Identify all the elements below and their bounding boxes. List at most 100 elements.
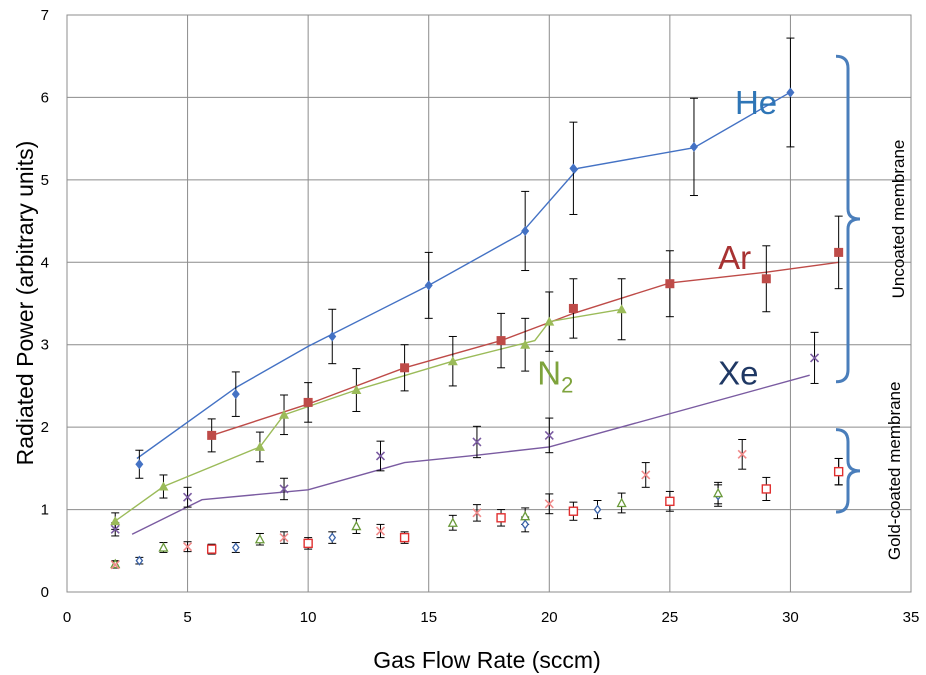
bracket-label-uncoated: Uncoated membrane — [889, 140, 908, 299]
data-point-he-gold-coated — [521, 519, 529, 530]
data-point-xe-gold-coated — [375, 526, 386, 536]
marker-stroke — [110, 560, 120, 570]
data-point-xe-uncoated — [279, 484, 289, 494]
x-tick-label: 35 — [903, 609, 920, 626]
data-point-xe-gold-coated — [544, 499, 554, 509]
data-point-xe-uncoated — [809, 353, 820, 363]
marker-stroke — [641, 470, 651, 480]
data-point-n2-uncoated — [520, 339, 531, 349]
x-tick-label: 25 — [662, 609, 679, 626]
series-label-ar: Ar — [718, 239, 751, 276]
marker-stroke — [472, 508, 482, 518]
x-tick-label: 5 — [183, 609, 191, 626]
data-point-ar-gold-coated — [496, 513, 506, 523]
data-point-xe-gold-coated — [472, 508, 482, 518]
data-point-n2-gold-coated — [447, 517, 458, 527]
data-point-xe-uncoated — [110, 524, 120, 534]
marker-stroke — [544, 430, 554, 440]
fit-line-ar — [211, 261, 839, 437]
data-point-he-gold-coated — [135, 555, 144, 566]
data-point-n2-gold-coated — [158, 542, 169, 552]
data-point-xe-uncoated — [375, 451, 386, 461]
marker-stroke — [279, 533, 289, 543]
data-point-ar-gold-coated — [206, 544, 217, 554]
data-point-n2-uncoated — [544, 316, 555, 326]
brackets: Uncoated membrane Gold-coated membrane — [835, 54, 908, 561]
series-label-subscript: 2 — [561, 372, 573, 397]
data-point-he-gold-coated — [328, 532, 337, 543]
marker-stroke — [737, 449, 747, 459]
data-point-ar-uncoated — [207, 430, 217, 440]
bracket-gold-coated — [835, 428, 861, 514]
x-tick-label: 20 — [541, 609, 558, 626]
marker-stroke — [183, 492, 193, 502]
data-point-he-uncoated — [569, 163, 578, 174]
axes: 0 5 10 15 20 25 30 35 0 1 2 3 4 5 6 7 — [41, 7, 920, 626]
bracket-uncoated — [835, 54, 861, 384]
data-point-n2-gold-coated — [616, 497, 627, 508]
y-tick-label: 5 — [41, 172, 49, 189]
x-tick-label: 10 — [300, 609, 317, 626]
data-point-xe-gold-coated — [110, 560, 120, 570]
data-point-ar-gold-coated — [665, 496, 675, 507]
y-tick-label: 2 — [41, 419, 49, 436]
y-tick-label: 3 — [41, 337, 49, 354]
data-point-n2-uncoated — [254, 441, 265, 451]
plot-border — [66, 14, 912, 593]
data-point-he-uncoated — [424, 280, 433, 291]
y-tick-label: 4 — [41, 254, 49, 271]
data-point-n2-gold-coated — [351, 520, 362, 531]
fit-line-he — [136, 90, 794, 460]
markers — [110, 87, 844, 570]
data-point-xe-gold-coated — [641, 470, 651, 480]
data-point-n2-gold-coated — [254, 533, 265, 544]
bracket-label-gold-coated: Gold-coated membrane — [885, 382, 904, 561]
marker-stroke — [279, 484, 289, 494]
data-point-ar-uncoated — [400, 363, 410, 373]
y-tick-label: 6 — [41, 89, 49, 106]
data-point-xe-gold-coated — [737, 449, 747, 459]
data-point-he-uncoated — [135, 459, 144, 470]
data-point-he-uncoated — [689, 141, 698, 152]
data-point-n2-gold-coated — [520, 510, 531, 521]
data-point-ar-gold-coated — [399, 532, 410, 543]
data-point-ar-uncoated — [568, 303, 578, 313]
data-point-he-gold-coated — [593, 504, 602, 515]
data-point-ar-uncoated — [496, 336, 506, 346]
marker-stroke — [375, 451, 386, 461]
data-point-he-uncoated — [786, 87, 795, 98]
data-point-xe-uncoated — [183, 492, 193, 502]
data-point-n2-uncoated — [616, 304, 627, 314]
data-point-ar-gold-coated — [761, 484, 772, 494]
marker-stroke — [375, 526, 386, 536]
y-tick-label: 0 — [41, 584, 49, 601]
data-point-xe-uncoated — [544, 430, 554, 440]
data-point-n2-uncoated — [158, 481, 169, 491]
data-point-he-uncoated — [521, 225, 530, 236]
data-point-xe-uncoated — [472, 437, 482, 447]
data-point-ar-uncoated — [303, 397, 313, 407]
x-axis-title: Gas Flow Rate (sccm) — [373, 647, 600, 673]
x-tick-label: 0 — [63, 609, 71, 626]
data-point-n2-uncoated — [447, 356, 458, 366]
data-point-xe-gold-coated — [279, 533, 289, 543]
y-axis-title: Radiated Power (arbitrary units) — [12, 141, 38, 466]
marker-stroke — [544, 499, 554, 509]
data-point-he-uncoated — [328, 331, 337, 342]
data-point-n2-uncoated — [279, 409, 290, 419]
data-point-ar-gold-coated — [568, 506, 579, 516]
data-point-ar-gold-coated — [833, 466, 844, 477]
data-point-ar-uncoated — [834, 247, 844, 257]
marker-stroke — [809, 353, 820, 363]
x-tick-label: 30 — [782, 609, 799, 626]
marker-stroke — [110, 524, 120, 534]
x-tick-label: 15 — [420, 609, 437, 626]
data-point-ar-gold-coated — [303, 538, 313, 549]
series-label-he: He — [735, 84, 777, 121]
data-point-n2-uncoated — [110, 516, 121, 526]
y-tick-label: 1 — [41, 502, 49, 519]
data-point-n2-gold-coated — [713, 487, 724, 498]
